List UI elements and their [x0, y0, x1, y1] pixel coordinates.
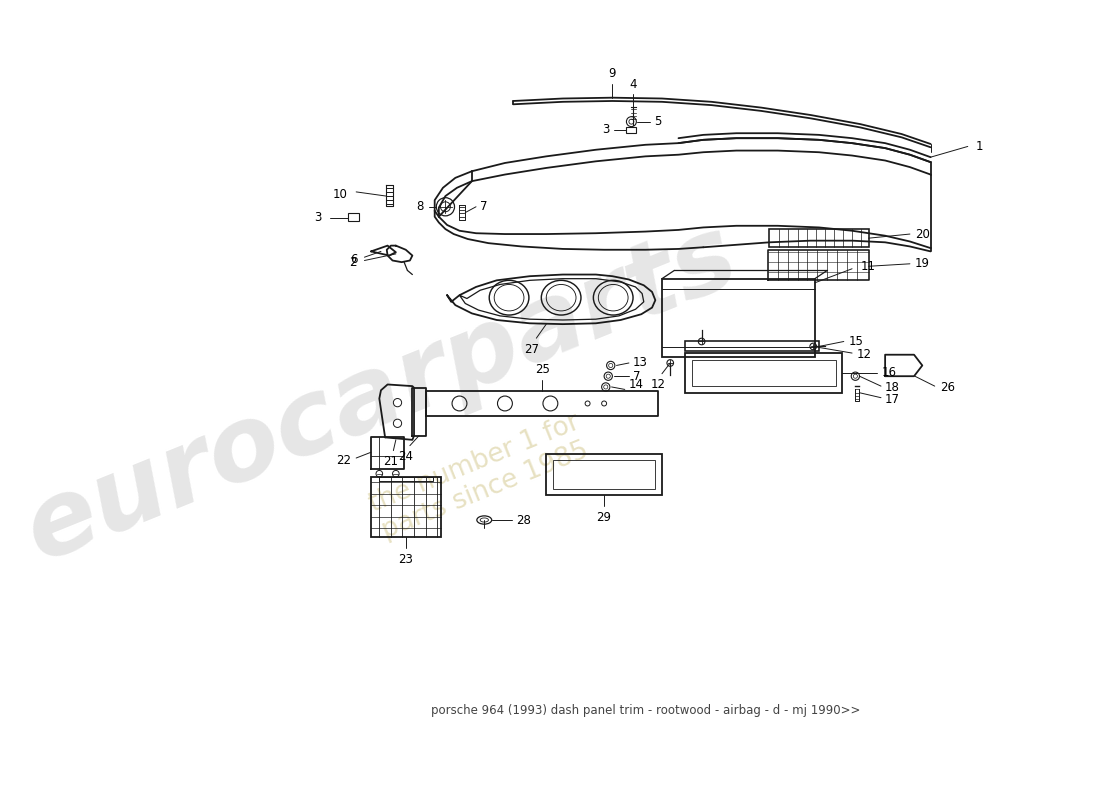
Bar [379, 477, 433, 481]
Text: 5: 5 [653, 115, 661, 128]
Bar [371, 477, 441, 537]
Text: 13: 13 [632, 357, 648, 370]
Bar [692, 360, 836, 386]
Text: 16: 16 [882, 366, 896, 379]
Text: 21: 21 [384, 454, 398, 468]
Text: 17: 17 [886, 393, 900, 406]
Text: 6: 6 [350, 253, 358, 266]
Bar [547, 454, 662, 495]
Text: 23: 23 [398, 553, 414, 566]
Text: 7: 7 [632, 370, 640, 382]
Text: 20: 20 [915, 227, 930, 241]
Text: 8: 8 [417, 200, 424, 214]
Text: the number 1 for
parts since 1985: the number 1 for parts since 1985 [365, 409, 595, 545]
Text: 9: 9 [608, 67, 616, 80]
Bar [685, 342, 820, 351]
Text: 18: 18 [886, 382, 900, 394]
Text: 2: 2 [349, 256, 356, 269]
Text: 3: 3 [315, 211, 321, 224]
Text: 25: 25 [535, 363, 550, 376]
Text: 19: 19 [915, 258, 930, 270]
Bar [348, 213, 360, 221]
Text: 24: 24 [398, 450, 414, 462]
Text: 27: 27 [524, 343, 539, 356]
Bar [553, 460, 656, 490]
Bar [662, 278, 815, 357]
Text: 29: 29 [596, 511, 612, 524]
Text: 12: 12 [650, 378, 666, 391]
Text: 12: 12 [857, 348, 872, 362]
Text: 26: 26 [939, 382, 955, 394]
Bar [626, 126, 636, 134]
Text: 7: 7 [480, 200, 487, 214]
Text: 28: 28 [517, 514, 531, 526]
Text: 4: 4 [629, 78, 637, 91]
Text: 10: 10 [333, 188, 348, 201]
Text: 22: 22 [337, 454, 351, 467]
Text: 15: 15 [849, 335, 864, 348]
Text: eurocarparts: eurocarparts [10, 206, 751, 583]
Bar [685, 353, 843, 393]
Text: porsche 964 (1993) dash panel trim - rootwood - airbag - d - mj 1990>>: porsche 964 (1993) dash panel trim - roo… [431, 703, 860, 717]
Text: 11: 11 [860, 260, 876, 273]
Bar [769, 229, 869, 247]
Text: 1: 1 [976, 140, 982, 153]
Text: 14: 14 [629, 378, 644, 391]
Text: 3: 3 [602, 123, 609, 137]
